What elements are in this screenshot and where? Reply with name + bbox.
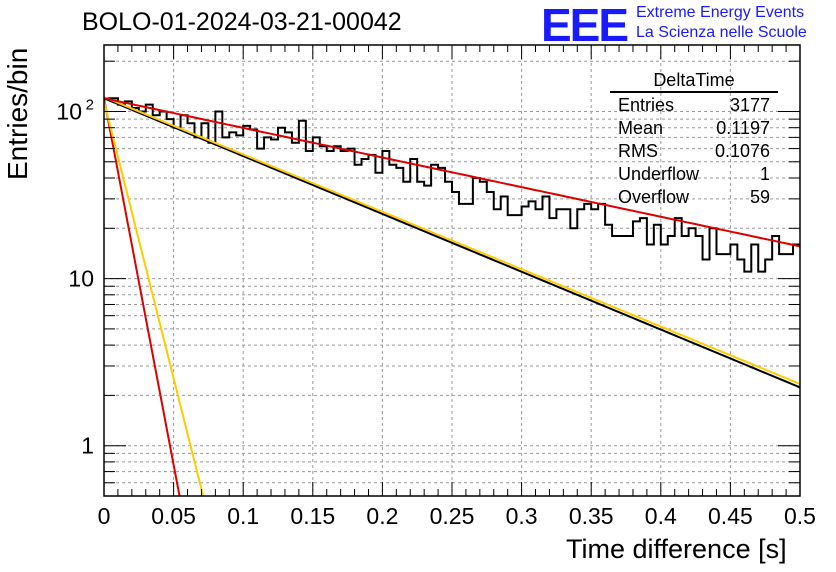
stats-label: Mean [618,118,664,138]
x-tick-label: 0.4 [645,503,677,529]
x-axis-label: Time difference [s] [566,534,787,564]
x-tick-label: 0.35 [569,503,614,529]
fit-curve-slow-red [104,97,800,248]
stats-label: RMS [618,141,658,161]
stats-divider [610,91,778,93]
stats-value: 0.1197 [716,118,770,138]
x-tick-label: 0.25 [430,503,475,529]
y-tick-label: 10 [68,266,94,292]
stats-label: Underflow [618,164,700,184]
y-axis-label: Entries/bin [2,47,33,180]
y-tick-exponent: 2 [86,96,94,113]
chart-title: BOLO-01-2024-03-21-00042 [82,8,402,36]
stats-label: Overflow [618,187,690,207]
x-tick-label: 0.45 [708,503,753,529]
stats-value: 1 [759,164,770,184]
stats-value: 3177 [729,95,770,115]
fit-curve-fast-yellow [104,101,205,496]
x-tick-label: 0.5 [784,503,816,529]
fit-curve-fit-yellow [104,96,800,385]
stats-row-overflow: Overflow 59 [610,186,778,209]
fit-curve-fit [104,97,800,389]
x-tick-label: 0.15 [290,503,335,529]
x-tick-label: 0.3 [506,503,538,529]
y-tick-label: 10 [56,98,82,124]
x-tick-label: 0 [98,503,111,529]
fit-curve-fast-red [104,98,181,496]
x-tick-label: 0.05 [151,503,196,529]
stats-title: DeltaTime [653,70,735,90]
stats-box: DeltaTime Entries 3177 Mean 0.1197 RMS 0… [610,70,778,209]
stats-row-underflow: Underflow 1 [610,163,778,186]
y-tick-label: 1 [81,433,94,459]
stats-row-mean: Mean 0.1197 [610,117,778,140]
logo-caption-line2: La Scienza nelle Scuole [636,24,807,41]
x-tick-label: 0.1 [227,503,259,529]
eee-logo: EEE [541,0,629,51]
stats-row-entries: Entries 3177 [610,94,778,117]
stats-value: 59 [749,187,770,207]
stats-row-rms: RMS 0.1076 [610,140,778,163]
logo-caption-line1: Extreme Energy Events [636,4,805,21]
stats-label: Entries [618,95,675,115]
stats-value: 0.1076 [714,141,770,161]
x-tick-label: 0.2 [366,503,398,529]
